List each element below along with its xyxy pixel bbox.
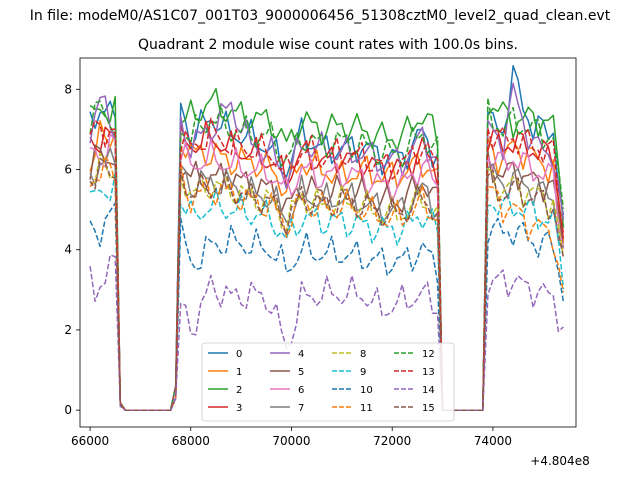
legend-label-4: 4 [298,349,304,360]
legend-label-10: 10 [360,385,373,396]
plot-frame [79,57,577,428]
x-offset-label: +4.804e8 [530,454,589,468]
x-tick-label: 72000 [373,434,411,448]
x-axis: 66000 68000 70000 72000 74000 [71,427,512,448]
series-lines [89,65,565,411]
chart-title: Quadrant 2 module wise count rates with … [138,37,518,53]
legend-label-15: 15 [422,403,435,414]
legend-frame [201,342,455,422]
legend-label-6: 6 [298,385,304,396]
y-tick-label: 4 [64,243,72,257]
series-line-14 [89,254,564,411]
legend-label-12: 12 [422,349,435,360]
y-tick-label: 6 [64,163,72,177]
legend-label-11: 11 [360,403,373,414]
legend-label-8: 8 [360,349,366,360]
legend-label-7: 7 [298,403,304,414]
y-tick-label: 2 [64,323,72,337]
legend-label-0: 0 [236,349,242,360]
figure-suptitle: In file: modeM0/AS1C07_001T03_9000006456… [30,8,611,24]
x-tick-label: 74000 [474,434,512,448]
y-tick-label: 8 [64,82,72,96]
legend-label-1: 1 [236,367,242,378]
legend-label-13: 13 [422,367,435,378]
x-tick-label: 70000 [272,434,310,448]
legend-label-9: 9 [360,367,366,378]
legend-label-14: 14 [422,385,435,396]
series-line-15 [89,157,565,411]
legend-label-5: 5 [298,367,304,378]
x-tick-label: 66000 [71,434,109,448]
legend-label-2: 2 [236,385,242,396]
x-tick-label: 68000 [172,434,210,448]
y-tick-label: 0 [64,403,72,417]
legend-label-3: 3 [236,403,242,414]
y-axis: 0 2 4 6 8 [64,82,80,417]
